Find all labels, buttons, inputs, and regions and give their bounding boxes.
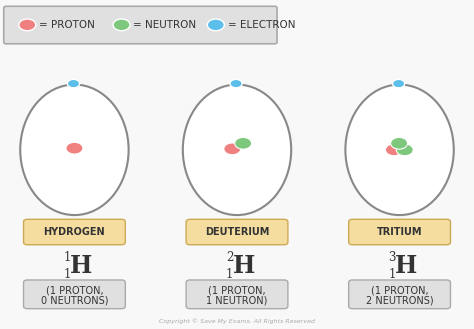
Text: 1 NEUTRON): 1 NEUTRON): [206, 295, 268, 305]
Text: 1: 1: [63, 267, 71, 281]
FancyBboxPatch shape: [349, 280, 450, 309]
Text: = ELECTRON: = ELECTRON: [228, 20, 295, 30]
Text: 3: 3: [388, 251, 396, 264]
Text: H: H: [395, 254, 417, 278]
Text: H: H: [232, 254, 255, 278]
FancyBboxPatch shape: [186, 280, 288, 309]
Circle shape: [67, 79, 80, 88]
Text: = PROTON: = PROTON: [39, 20, 95, 30]
Circle shape: [396, 144, 413, 156]
Text: (1 PROTON,: (1 PROTON,: [46, 286, 103, 295]
Text: 1: 1: [388, 267, 396, 281]
Text: (1 PROTON,: (1 PROTON,: [371, 286, 428, 295]
Circle shape: [392, 79, 405, 88]
FancyBboxPatch shape: [24, 219, 125, 245]
FancyBboxPatch shape: [186, 219, 288, 245]
Ellipse shape: [183, 85, 291, 215]
Text: 1: 1: [63, 251, 71, 264]
FancyBboxPatch shape: [349, 219, 450, 245]
Ellipse shape: [346, 85, 454, 215]
Text: DEUTERIUM: DEUTERIUM: [205, 227, 269, 237]
Ellipse shape: [20, 85, 128, 215]
Text: Copyright © Save My Exams. All Rights Reserved: Copyright © Save My Exams. All Rights Re…: [159, 319, 315, 324]
Circle shape: [391, 138, 408, 149]
Text: 1: 1: [226, 267, 233, 281]
Text: HYDROGEN: HYDROGEN: [44, 227, 105, 237]
Text: H: H: [70, 254, 92, 278]
Text: = NEUTRON: = NEUTRON: [133, 20, 196, 30]
Circle shape: [19, 19, 36, 31]
Text: TRITIUM: TRITIUM: [377, 227, 422, 237]
Circle shape: [66, 142, 83, 154]
Text: 2 NEUTRONS): 2 NEUTRONS): [366, 295, 433, 305]
FancyBboxPatch shape: [4, 6, 277, 44]
Text: 2: 2: [226, 251, 233, 264]
Circle shape: [230, 79, 242, 88]
Circle shape: [113, 19, 130, 31]
Text: 0 NEUTRONS): 0 NEUTRONS): [41, 295, 108, 305]
Circle shape: [385, 144, 402, 156]
FancyBboxPatch shape: [24, 280, 125, 309]
Circle shape: [207, 19, 224, 31]
Circle shape: [235, 138, 252, 149]
Text: (1 PROTON,: (1 PROTON,: [208, 286, 266, 295]
Circle shape: [224, 143, 241, 155]
